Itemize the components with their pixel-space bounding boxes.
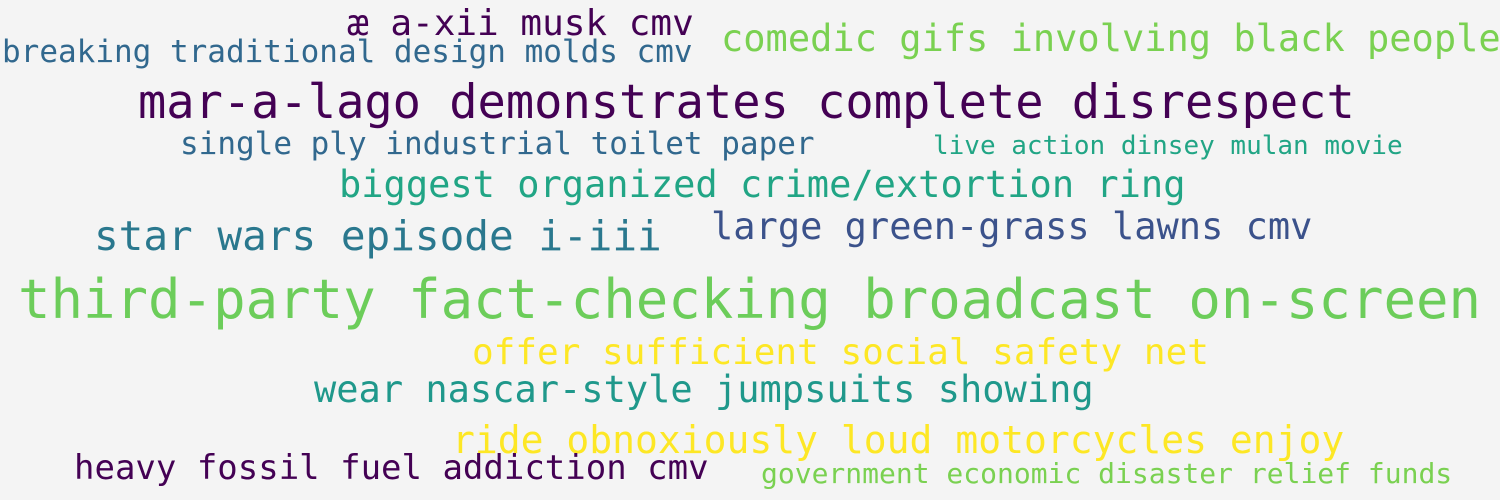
word-phrase: star wars episode i-iii bbox=[94, 212, 662, 260]
word-phrase: single ply industrial toilet paper bbox=[180, 126, 815, 162]
word-phrase: breaking traditional design molds cmv bbox=[2, 34, 693, 70]
word-phrase: comedic gifs involving black people bbox=[721, 17, 1500, 60]
word-phrase: third-party fact-checking broadcast on-s… bbox=[18, 268, 1481, 331]
word-phrase: offer sufficient social safety net bbox=[472, 332, 1209, 373]
word-phrase: live action dinsey mulan movie bbox=[933, 131, 1403, 161]
word-phrase: biggest organized crime/extortion ring bbox=[339, 163, 1186, 206]
word-phrase: mar-a-lago demonstrates complete disresp… bbox=[138, 75, 1355, 130]
word-phrase: large green-grass lawns cmv bbox=[711, 205, 1313, 248]
word-phrase: wear nascar-style jumpsuits showing bbox=[314, 368, 1094, 411]
word-phrase: ride obnoxiously loud motorcycles enjoy bbox=[452, 418, 1345, 462]
word-phrase: æ a-xii musk cmv bbox=[347, 3, 694, 44]
word-phrase: government economic disaster relief fund… bbox=[761, 457, 1453, 490]
word-phrase: heavy fossil fuel addiction cmv bbox=[74, 448, 709, 488]
